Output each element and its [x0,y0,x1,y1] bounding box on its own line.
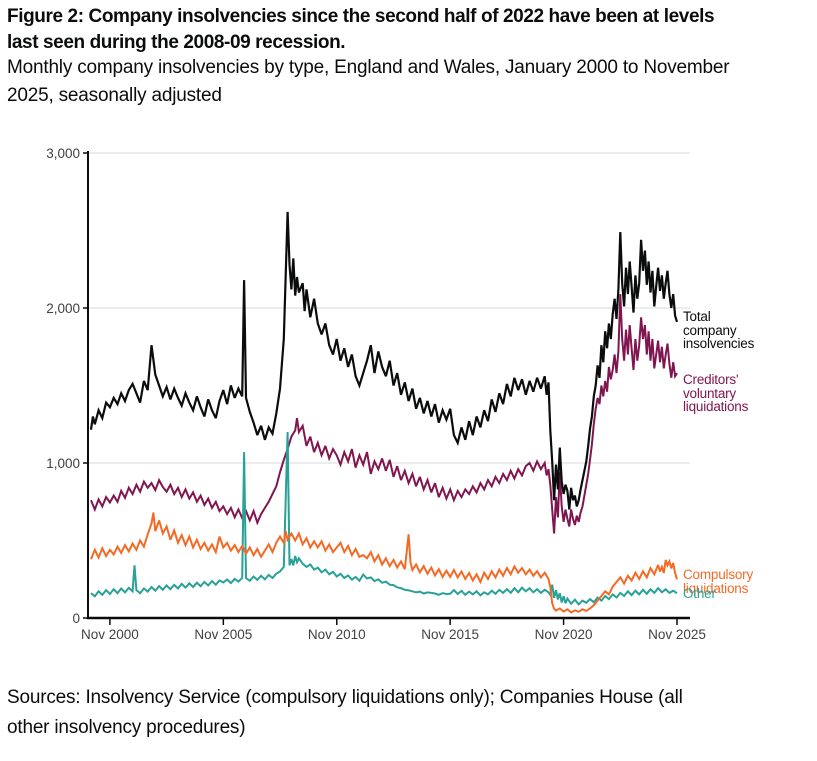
series-label-total-company-insolvencies: Total company insolvencies [683,310,754,351]
series-label-text: Total [683,309,711,324]
series-label-other: Other [683,587,716,601]
series-label-text: Creditors' [683,372,739,387]
x-tick-label: Nov 2005 [194,627,252,642]
series-line-total-company-insolvencies [89,211,679,510]
series-label-text: liquidations [683,580,749,596]
series-line-creditors-voluntary-liquidations [90,294,678,534]
x-tick-label: Nov 2025 [648,627,706,642]
figure-subtitle-line-2: 2025, seasonally adjusted [7,85,222,106]
figure-subtitle-line-1: Monthly company insolvencies by type, En… [7,57,730,78]
series-line-compulsory-liquidations [90,512,678,614]
x-tick-label: Nov 2020 [535,627,593,642]
x-tick-label: Nov 2015 [421,627,479,642]
y-tick-label: 3,000 [46,146,80,161]
series-label-creditors-voluntary-liquidations: Creditors' voluntary liquidations [683,373,748,414]
y-tick-label: 2,000 [46,301,80,316]
y-tick-label: 0 [72,611,80,626]
y-tick-label: 1,000 [46,456,80,471]
series-label-text: liquidations [683,399,749,414]
series-label-text: insolvencies [683,336,755,351]
series-label-text: Compulsory [683,567,754,582]
x-tick-label: Nov 2000 [81,627,139,642]
series-label-text: company [683,322,737,338]
x-tick-label: Nov 2010 [308,627,366,642]
series-label-text: Other [683,586,716,601]
source-note-line-2: other insolvency procedures) [7,717,246,738]
series-line-other [90,431,678,606]
series-label-compulsory-liquidations: Compulsory liquidations [683,568,753,595]
figure-title-line-2: last seen during the 2008-09 recession. [7,32,346,53]
source-note-line-1: Sources: Insolvency Service (compulsory … [7,687,683,708]
figure-title-line-1: Figure 2: Company insolvencies since the… [7,6,715,27]
series-label-text: voluntary [683,385,736,401]
